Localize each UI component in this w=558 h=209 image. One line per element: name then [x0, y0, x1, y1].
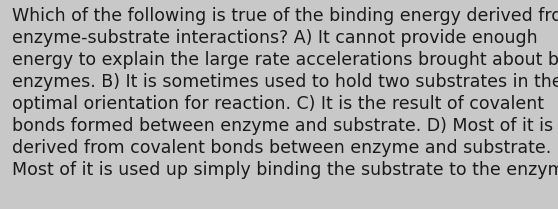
- Text: Which of the following is true of the binding energy derived from
enzyme-substra: Which of the following is true of the bi…: [12, 7, 558, 179]
